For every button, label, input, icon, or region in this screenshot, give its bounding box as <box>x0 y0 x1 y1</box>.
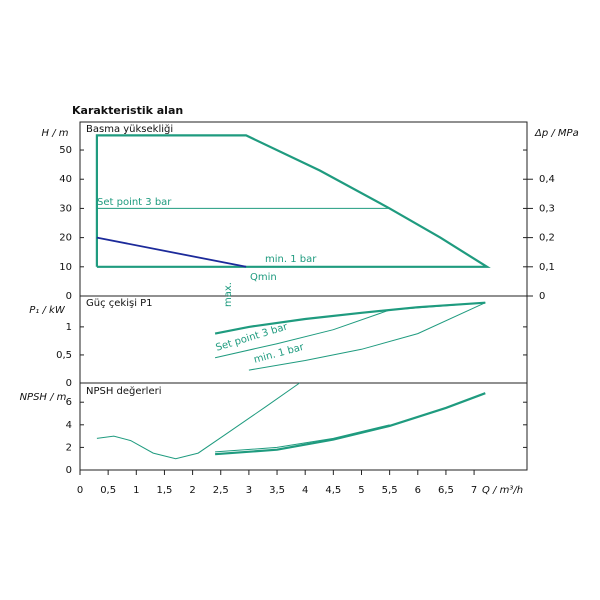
y-tick-label: 0 <box>66 378 72 389</box>
annotation: NPSH değerleri <box>86 385 162 397</box>
x-tick-label: 5,5 <box>382 485 398 496</box>
x-axis-label: Q / m³/h <box>482 485 523 496</box>
x-tick-label: 1 <box>133 485 139 496</box>
y2-tick-label: 0 <box>539 291 545 302</box>
y-tick-label: 40 <box>59 174 72 185</box>
x-tick-label: 6,5 <box>438 485 454 496</box>
y-tick-label: 6 <box>66 397 72 408</box>
chart-title: Karakteristik alan <box>72 104 183 117</box>
y2-tick-label: 0,2 <box>539 233 555 244</box>
y-tick-label: 0,5 <box>56 350 72 361</box>
annotation: Set point 3 bar <box>97 197 172 208</box>
y-axis-label: H / m <box>42 128 69 139</box>
series-line <box>96 382 300 460</box>
y2-tick-label: 0,1 <box>539 262 555 273</box>
series-line <box>248 302 486 371</box>
plot-frame <box>79 295 528 384</box>
y-tick-label: 0 <box>66 465 72 476</box>
annotation: Basma yüksekliği <box>86 123 173 135</box>
y-tick-label: 50 <box>59 145 72 156</box>
y2-tick-label: 0,3 <box>539 203 555 214</box>
y2-tick-label: 0,4 <box>539 174 555 185</box>
series-line <box>215 424 390 453</box>
y2-axis-label: Δp / MPa <box>534 128 579 139</box>
x-tick-label: 1,5 <box>156 485 172 496</box>
x-tick-label: 5 <box>358 485 364 496</box>
y-tick-label: 0 <box>66 291 72 302</box>
y-axis-label: P₁ / kW <box>29 305 66 316</box>
y-tick-label: 2 <box>66 442 72 453</box>
annotation: Qmin <box>250 272 277 283</box>
x-tick-label: 0,5 <box>100 485 116 496</box>
x-tick-label: 3 <box>246 485 252 496</box>
x-tick-label: 4 <box>302 485 308 496</box>
plot-frame <box>79 382 528 471</box>
y-tick-label: 30 <box>59 203 72 214</box>
x-tick-label: 2,5 <box>213 485 229 496</box>
x-tick-label: 0 <box>77 485 83 496</box>
annotation: min. 1 bar <box>265 254 317 265</box>
x-tick-label: 3,5 <box>269 485 285 496</box>
y-axis-label: NPSH / m <box>20 392 67 403</box>
x-tick-label: 2 <box>189 485 195 496</box>
x-tick-label: 7 <box>471 485 477 496</box>
series-line <box>215 392 486 456</box>
y-tick-label: 4 <box>66 420 72 431</box>
series-line <box>96 236 247 268</box>
plot-frame <box>79 121 528 297</box>
series-line <box>214 301 486 335</box>
series-line <box>214 302 486 359</box>
y-tick-label: 10 <box>59 262 72 273</box>
annotation: max. <box>223 282 234 307</box>
x-tick-label: 6 <box>415 485 421 496</box>
y-tick-label: 1 <box>66 322 72 333</box>
y-tick-label: 20 <box>59 233 72 244</box>
series-line <box>95 134 491 268</box>
x-tick-label: 4,5 <box>325 485 341 496</box>
annotation: Güç çekişi P1 <box>86 298 153 309</box>
